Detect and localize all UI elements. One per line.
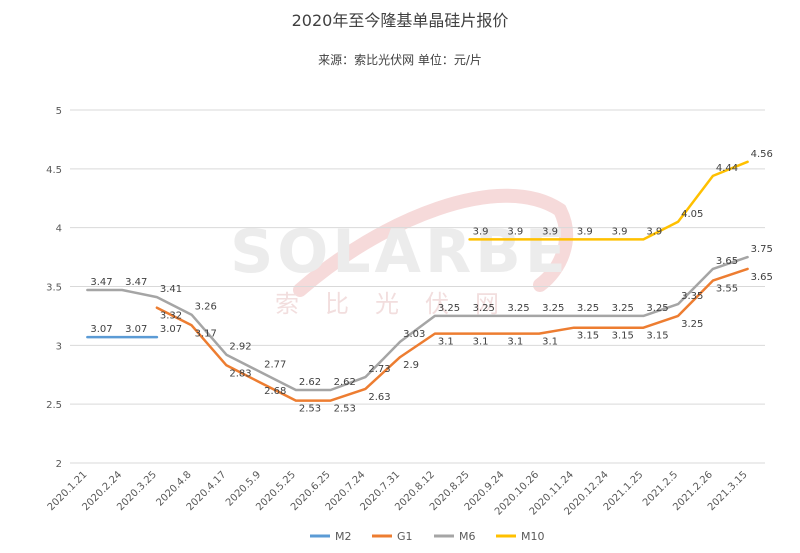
data-label: 3.25 — [577, 303, 599, 314]
x-axis: 2020.1.212020.2.242020.3.252020.4.82020.… — [46, 469, 750, 517]
data-label: 3.07 — [160, 324, 182, 335]
data-label: 3.35 — [681, 291, 703, 302]
data-label: 3.25 — [507, 303, 529, 314]
data-label: 3.25 — [612, 303, 634, 314]
data-label: 3.25 — [681, 319, 703, 330]
data-label: 3.1 — [438, 337, 454, 348]
watermark: SOLARBE 索比光伏网 — [230, 188, 574, 318]
data-label: 3.65 — [751, 272, 773, 283]
data-label: 3.07 — [125, 324, 147, 335]
data-label: 3.07 — [90, 324, 112, 335]
legend-label-m10: M10 — [521, 530, 545, 543]
data-label: 2.53 — [334, 404, 356, 415]
data-label: 3.1 — [507, 337, 523, 348]
chart-subtitle: 来源：索比光伏网 单位：元/片 — [318, 52, 482, 67]
legend-label-g1: G1 — [397, 530, 413, 543]
data-label: 3.25 — [473, 303, 495, 314]
watermark-logo-text: SOLARBE — [230, 217, 570, 287]
data-label: 2.62 — [334, 377, 356, 388]
grid-lines — [70, 109, 765, 464]
data-label: 3.17 — [195, 328, 217, 339]
data-label: 3.47 — [90, 277, 112, 288]
data-label: 3.25 — [646, 303, 668, 314]
watermark-sub-text: 索比光伏网 — [275, 290, 525, 318]
watermark-swoosh — [293, 188, 574, 297]
data-label: 2.77 — [264, 359, 286, 370]
data-label: 3.9 — [577, 226, 593, 237]
data-label: 2.68 — [264, 386, 286, 397]
legend: M2 G1 M6 M10 — [310, 530, 545, 543]
y-tick-label: 2.5 — [46, 400, 62, 411]
data-label: 4.56 — [751, 149, 773, 160]
data-label: 2.62 — [299, 377, 321, 388]
series-lines — [86, 160, 749, 402]
data-label: 3.75 — [751, 244, 773, 255]
y-tick-label: 3.5 — [46, 283, 62, 294]
y-tick-label: 4.5 — [46, 165, 62, 176]
data-label: 3.15 — [612, 331, 634, 342]
data-label: 3.55 — [716, 284, 738, 295]
data-label: 2.9 — [403, 360, 419, 371]
data-label: 2.83 — [229, 368, 251, 379]
data-label: 3.9 — [473, 226, 489, 237]
legend-label-m2: M2 — [335, 530, 352, 543]
data-label: 3.9 — [646, 226, 662, 237]
data-label: 3.9 — [612, 226, 628, 237]
data-label: 2.92 — [229, 342, 251, 353]
data-label: 3.03 — [403, 329, 425, 340]
data-label: 3.47 — [125, 277, 147, 288]
y-axis: 2 2.5 3 3.5 4 4.5 5 — [46, 106, 62, 470]
data-label: 3.15 — [577, 331, 599, 342]
series-line-m10 — [468, 160, 749, 241]
data-labels: 3.07 3.07 3.07 3.32 3.17 2.83 2.68 2.53 2.53 2.63… — [90, 149, 773, 415]
data-label: 3.15 — [646, 331, 668, 342]
y-tick-label: 3 — [56, 341, 62, 352]
data-label: 3.9 — [542, 226, 558, 237]
data-label: 4.44 — [716, 163, 738, 174]
data-label: 3.26 — [195, 302, 217, 313]
series-line-m6 — [86, 255, 749, 392]
data-label: 2.53 — [299, 404, 321, 415]
data-label: 3.1 — [542, 337, 558, 348]
data-label: 3.1 — [473, 337, 489, 348]
chart-title: 2020年至今隆基单晶硅片报价 — [292, 11, 509, 30]
data-label: 2.63 — [368, 392, 390, 403]
data-label: 3.25 — [438, 303, 460, 314]
y-tick-label: 4 — [56, 224, 62, 235]
data-label: 3.41 — [160, 284, 182, 295]
series-line-g1 — [155, 267, 749, 402]
data-label: 4.05 — [681, 209, 703, 220]
y-tick-label: 2 — [56, 459, 62, 470]
legend-label-m6: M6 — [459, 530, 476, 543]
data-label: 2.73 — [368, 364, 390, 375]
data-label: 3.32 — [160, 311, 182, 322]
data-label: 3.25 — [542, 303, 564, 314]
y-tick-label: 5 — [56, 106, 62, 117]
data-label: 3.9 — [507, 226, 523, 237]
data-label: 3.65 — [716, 256, 738, 267]
